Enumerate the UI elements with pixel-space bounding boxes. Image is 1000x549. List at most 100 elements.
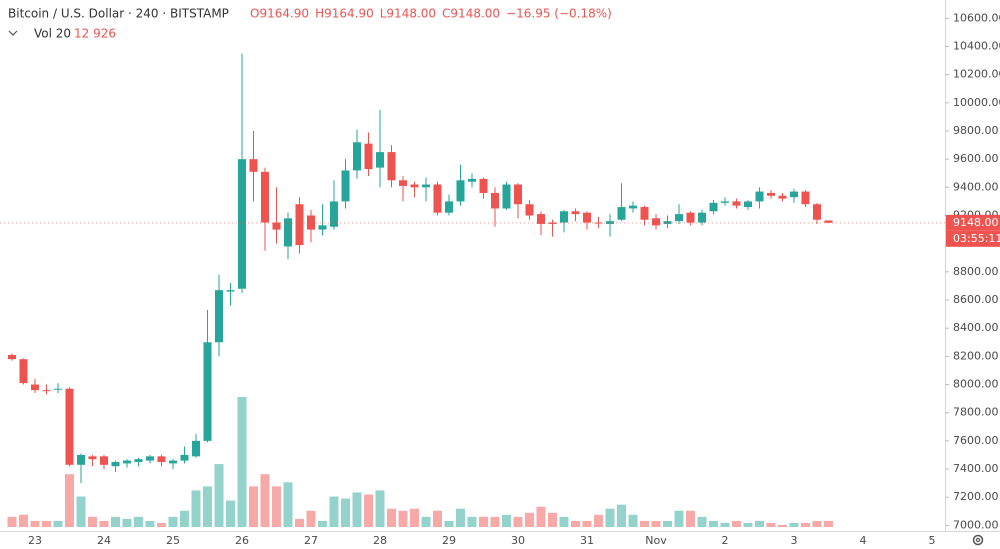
candle-body — [606, 221, 614, 224]
candle-body — [353, 142, 361, 171]
ohlc-legend-item: C9148.00 — [442, 7, 500, 21]
volume-bar — [444, 520, 454, 527]
volume-bar — [65, 474, 74, 527]
volume-bar — [640, 520, 649, 527]
volume-bar — [433, 510, 442, 527]
ohlc-legend-item: H9164.90 — [315, 7, 374, 21]
ohlc-legend-item: O9164.90 — [250, 7, 309, 21]
candle-body — [801, 191, 810, 205]
volume-bar — [306, 510, 316, 527]
volume-bar — [341, 498, 350, 527]
candle-body — [732, 201, 741, 206]
volume-bar — [582, 520, 592, 527]
volume-bar — [686, 510, 695, 527]
y-tick-label: 7200.00 — [953, 490, 999, 503]
candle-body — [686, 212, 695, 223]
y-tick-label: 10600.00 — [953, 11, 1000, 24]
candle-body — [433, 184, 442, 213]
candle-body — [307, 215, 315, 230]
y-tick-label: 7800.00 — [953, 406, 999, 419]
volume-bar — [214, 464, 224, 527]
candle-body — [721, 201, 729, 203]
volume-bar — [571, 520, 580, 527]
volume-bar — [7, 516, 17, 527]
volume-bar — [203, 486, 212, 527]
candle-body — [261, 171, 269, 223]
y-tick-label: 9600.00 — [953, 152, 999, 165]
candle-body — [134, 459, 143, 462]
candle-body — [502, 184, 511, 209]
x-tick-label: 28 — [373, 534, 387, 547]
candle-body — [445, 201, 453, 213]
candle-body — [422, 184, 430, 188]
candle-body — [514, 184, 522, 205]
volume-bar — [801, 522, 810, 527]
candle-body — [192, 440, 200, 457]
volume-bar — [559, 516, 569, 527]
candle-body — [19, 359, 28, 384]
ohlc-legend-item: L9148.00 — [380, 7, 436, 21]
x-tick-label: 26 — [235, 534, 249, 547]
candle-body — [88, 456, 97, 460]
candle-body — [157, 456, 166, 462]
candle-body — [583, 212, 591, 223]
x-tick-label: 5 — [929, 534, 936, 547]
x-tick-label: 31 — [580, 534, 594, 547]
y-tick-label: 8400.00 — [953, 321, 999, 334]
y-tick-label: 8800.00 — [953, 265, 999, 278]
chart-title: Bitcoin / U.S. Dollar · 240 · BITSTAMP — [8, 7, 229, 21]
collapse-toggle[interactable] — [8, 30, 18, 36]
candle-body — [617, 207, 626, 220]
x-tick-label: 4 — [860, 534, 867, 547]
candle-body — [249, 159, 258, 172]
volume-bar — [398, 510, 408, 527]
candle-body — [364, 143, 373, 170]
volume-bar — [709, 520, 718, 527]
ohlc-legend: O9164.90 H9164.90 L9148.00 C9148.00 −16.95 (… — [250, 7, 612, 21]
gear-hub — [975, 537, 981, 543]
candle-body — [215, 290, 223, 343]
candle-body — [594, 222, 603, 224]
volume-bar — [111, 516, 120, 527]
candle-body — [100, 456, 108, 465]
x-tick-label: 29 — [442, 534, 456, 547]
volume-bar — [755, 520, 764, 527]
candle-body — [571, 211, 580, 215]
last-price-tag — [946, 214, 1000, 231]
volume-bar — [295, 518, 304, 527]
candle-body — [824, 220, 833, 223]
y-tick-label: 7000.00 — [953, 518, 999, 531]
candle-body — [778, 195, 787, 199]
volume-bar — [490, 516, 500, 527]
y-tick-label: 9800.00 — [953, 124, 999, 137]
volume-bar — [605, 508, 615, 527]
volume-bar — [134, 516, 143, 527]
volume-bar — [76, 496, 86, 527]
candle-body — [399, 180, 407, 186]
volume-bar — [628, 514, 638, 527]
volume-bar — [145, 520, 155, 527]
last-price-label: 9148.00 — [953, 216, 999, 229]
volume-legend-label: Vol 20 — [34, 27, 71, 41]
volume-bar — [88, 516, 97, 527]
candle-body — [790, 191, 798, 198]
volume-bar — [674, 510, 684, 527]
volume-bar — [329, 496, 339, 527]
candle-body — [410, 184, 419, 188]
candle-body — [238, 159, 246, 289]
volume-bar — [168, 516, 178, 527]
y-tick-label: 10200.00 — [953, 68, 1000, 81]
candle-body — [226, 290, 235, 292]
candle-body — [767, 192, 775, 196]
x-tick-label: 25 — [166, 534, 180, 547]
volume-bar — [180, 510, 189, 527]
settings-button[interactable] — [972, 534, 984, 546]
candle-body — [284, 218, 292, 247]
volume-bar — [157, 522, 166, 527]
volume-bar — [410, 508, 419, 527]
volume-bar — [456, 508, 465, 527]
candle-body — [663, 221, 672, 224]
volume-bar — [651, 520, 661, 527]
